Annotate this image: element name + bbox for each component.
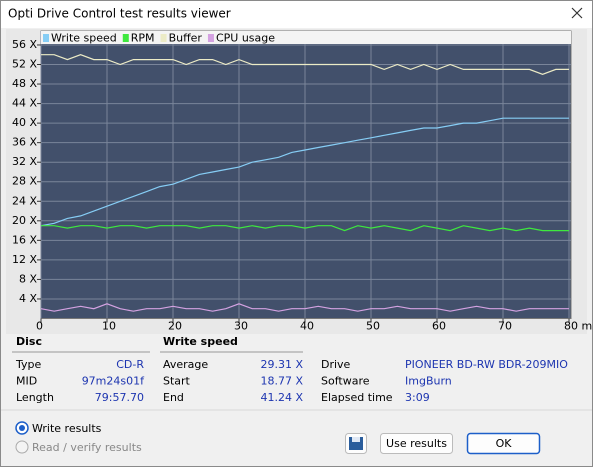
window-title: Opti Drive Control test results viewer (8, 7, 231, 21)
radio-read[interactable]: Read / verify results (15, 440, 142, 454)
legend-label: CPU usage (216, 32, 275, 45)
y-tick-label: 44 X (12, 97, 37, 110)
info-label: End (163, 391, 184, 404)
y-tick-label: 4 X (19, 292, 37, 305)
info-label: Length (16, 391, 54, 404)
x-tick-label: 30 (234, 320, 248, 333)
y-tick-label: 40 X (12, 116, 37, 129)
grid (40, 31, 571, 319)
x-tick-label: 20 (168, 320, 182, 333)
y-tick-label: 28 X (12, 175, 37, 188)
radio-write[interactable]: Write results (15, 421, 102, 435)
y-tick-label: 24 X (12, 194, 37, 207)
button-label: Use results (386, 437, 447, 450)
info-label: Type (15, 358, 41, 371)
x-tick-label: 40 (300, 320, 314, 333)
legend-swatch (43, 34, 49, 42)
write-speed-heading: Write speed (163, 335, 238, 348)
x-tick-label: 10 (102, 320, 116, 333)
x-tick-label: 50 (366, 320, 380, 333)
use-results-button[interactable]: Use results (380, 433, 453, 454)
title-bar (1, 1, 592, 28)
info-label: Average (163, 358, 208, 371)
legend: Write speed RPM Buffer CPU usage (43, 32, 275, 45)
info-value: 79:57.70 (95, 391, 144, 404)
y-tick-label: 52 X (12, 58, 37, 71)
series-lines (40, 54, 569, 312)
x-tick-label: 60 (432, 320, 446, 333)
save-button[interactable] (345, 433, 367, 454)
button-label: OK (496, 437, 513, 450)
series-line (40, 117, 569, 227)
y-tick-label: 48 X (12, 77, 37, 90)
info-label: Software (321, 375, 370, 388)
radio-label: Read / verify results (32, 441, 142, 454)
info-value: PIONEER BD-RW BDR-209MIO (405, 358, 568, 371)
series-line (41, 225, 569, 232)
info-label: Start (163, 375, 191, 388)
legend-swatch (122, 34, 129, 42)
x-tick-label: 80 min (564, 320, 593, 333)
info-value: CD-R (116, 358, 144, 371)
info-label: MID (16, 375, 37, 388)
info-value: 29.31 X (260, 358, 303, 371)
info-value: 41.24 X (260, 391, 303, 404)
legend-label: Buffer (169, 32, 203, 45)
legend-swatch (207, 34, 214, 42)
info-value: ImgBurn (405, 375, 452, 388)
axes: 4 X 8 X 12 X 16 X 20 X 24 X 28 X 32 X 36 X 40 X 44… (12, 38, 593, 333)
info-label: Elapsed time (321, 391, 393, 404)
legend-label: RPM (131, 32, 155, 45)
info-value: 97m24s01f (82, 375, 145, 388)
y-tick-label: 32 X (12, 155, 37, 168)
ok-button[interactable]: OK (466, 432, 541, 455)
info-value: 18.77 X (260, 375, 303, 388)
close-button[interactable] (571, 7, 583, 19)
legend-swatch (160, 34, 167, 42)
x-tick-label: 70 (498, 320, 512, 333)
info-value: 3:09 (405, 391, 430, 404)
y-tick-label: 56 X (12, 38, 37, 51)
legend-label: Write speed (51, 32, 117, 45)
y-tick-label: 8 X (19, 272, 37, 285)
y-tick-label: 16 X (12, 233, 37, 246)
plot-area (40, 30, 572, 319)
y-tick-label: 12 X (12, 253, 37, 266)
radio-label: Write results (32, 422, 102, 435)
x-tick-label: 0 (36, 320, 43, 333)
legend-bar (41, 31, 571, 44)
disc-heading: Disc (16, 335, 42, 348)
info: Type CD-R MID 97m24s01f Length 79:57.70 Averag… (15, 358, 568, 404)
series-line (41, 54, 569, 75)
y-tick-label: 20 X (12, 214, 37, 227)
y-tick-label: 36 X (12, 136, 37, 149)
series-line (40, 303, 569, 312)
info-label: Drive (321, 358, 351, 371)
